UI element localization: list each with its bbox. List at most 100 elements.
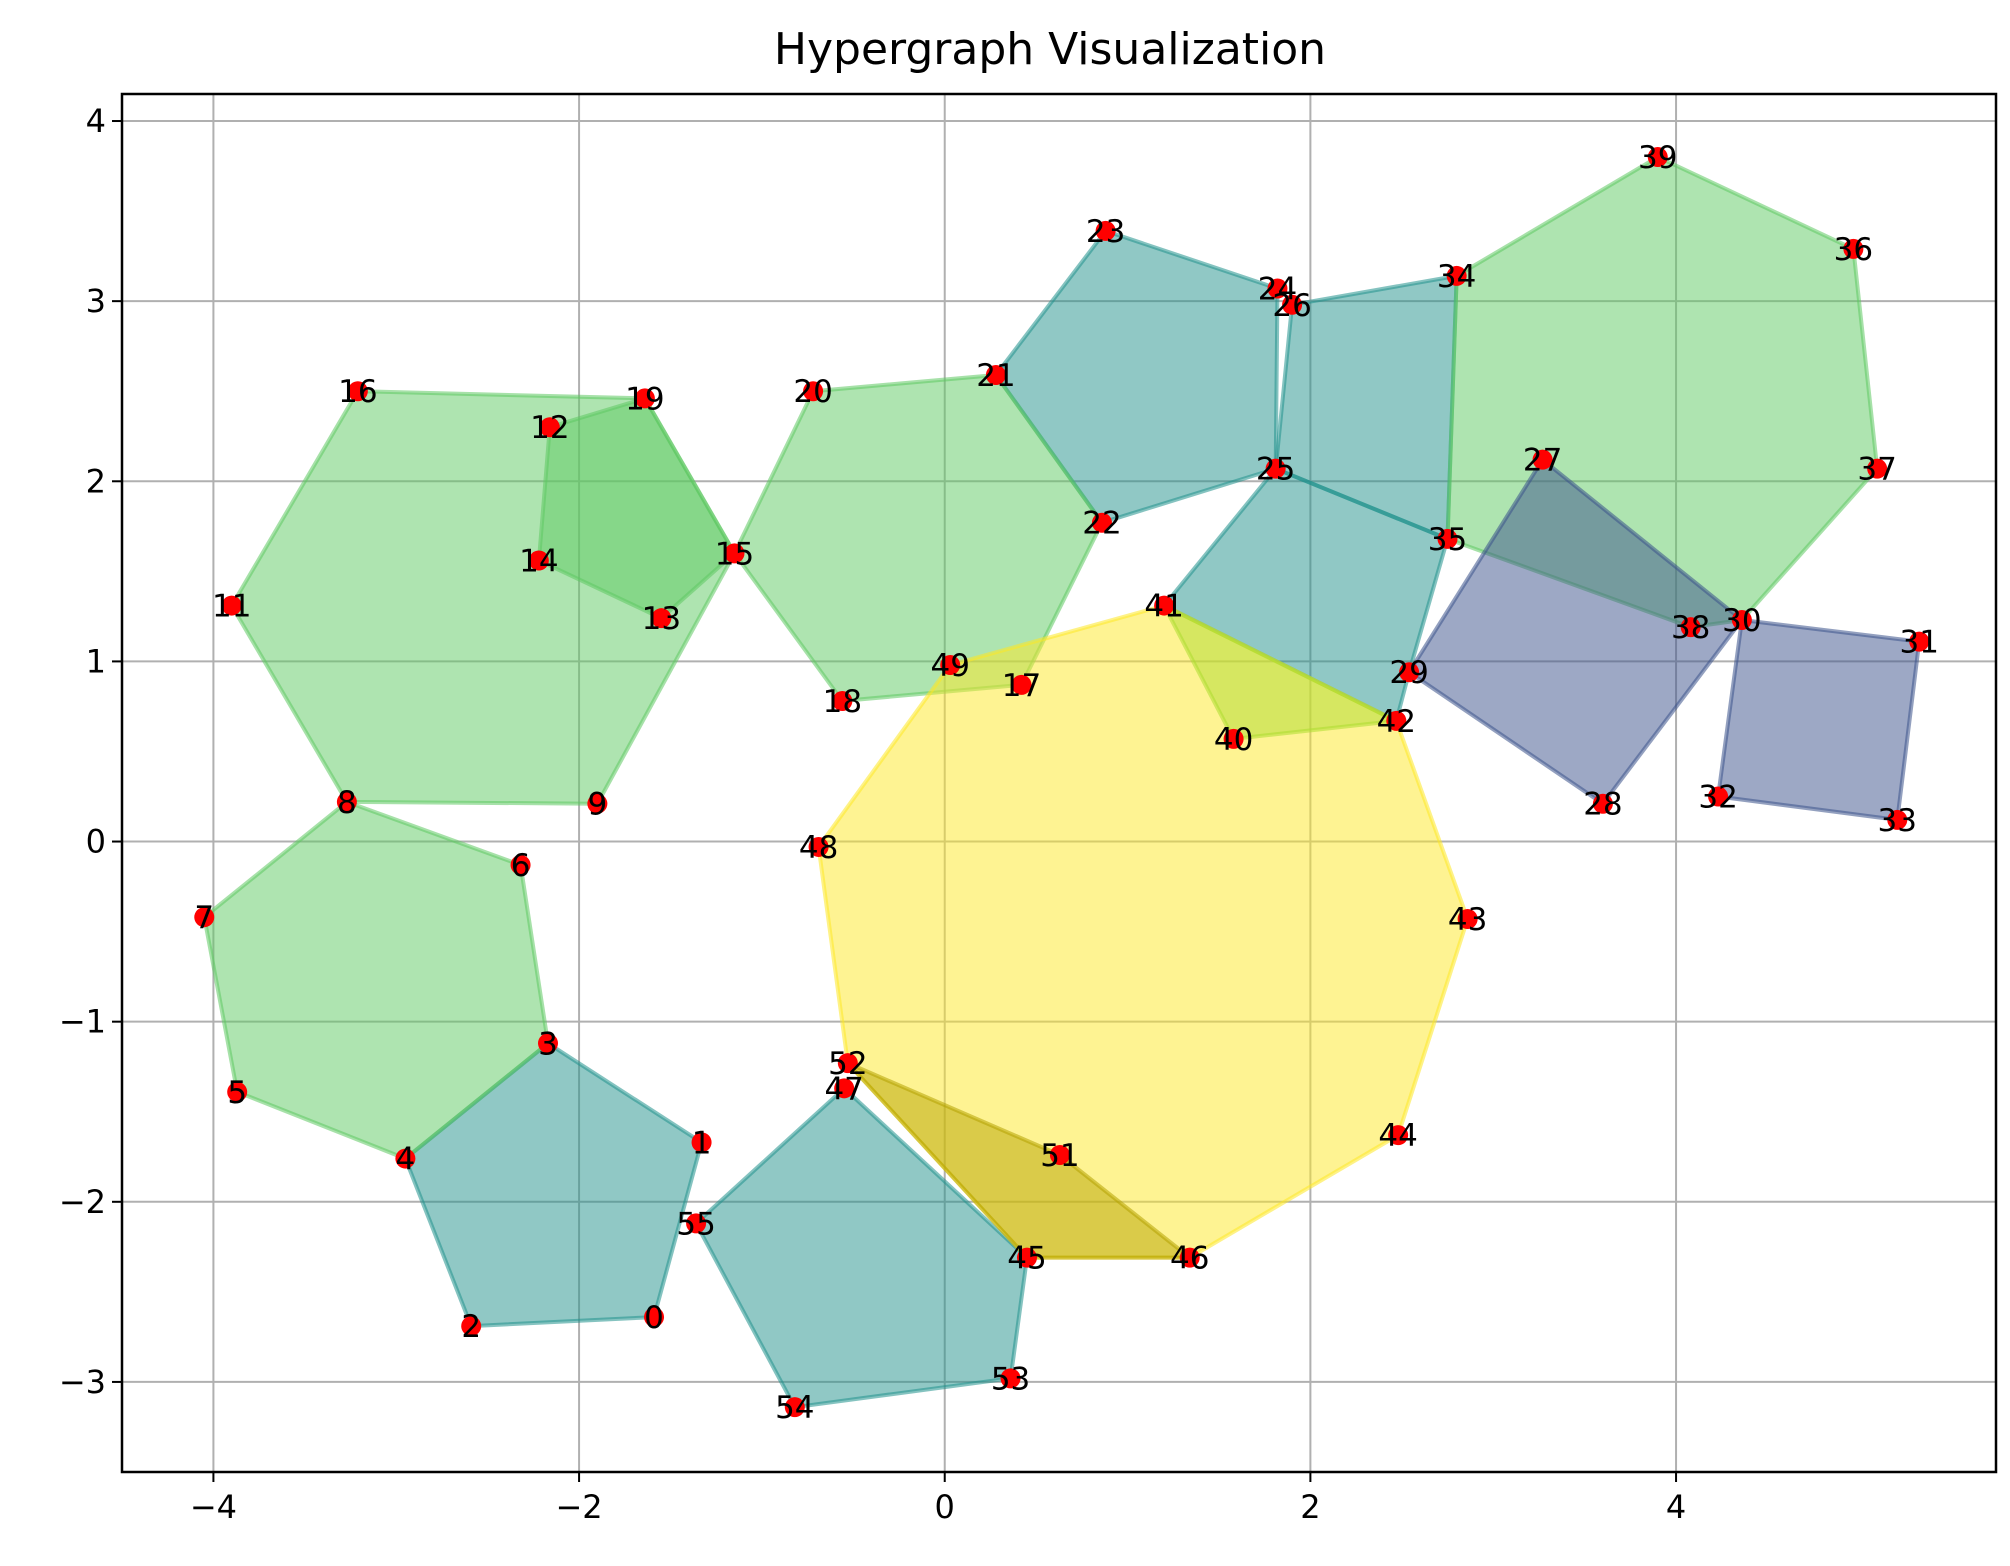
node-31: [1909, 631, 1930, 652]
node-35: [1437, 528, 1458, 549]
node-8: [336, 791, 357, 812]
node-49: [940, 655, 961, 676]
node-25: [1265, 458, 1286, 479]
node-label-28: 28: [1583, 787, 1622, 823]
node-41: [1154, 595, 1175, 616]
node-label-13: 13: [642, 601, 681, 637]
node-5: [227, 1081, 248, 1102]
node-24: [1267, 278, 1288, 299]
node-label-54: 54: [775, 1390, 814, 1426]
y-tick-label: 2: [86, 462, 106, 500]
node-label-14: 14: [519, 544, 558, 580]
node-33: [1887, 809, 1908, 830]
node-label-36: 36: [1834, 232, 1873, 268]
node-45: [1017, 1247, 1038, 1268]
node-label-21: 21: [976, 358, 1015, 394]
node-label-55: 55: [676, 1206, 715, 1242]
node-label-53: 53: [991, 1361, 1030, 1397]
node-label-47: 47: [824, 1071, 863, 1107]
node-21: [985, 365, 1006, 386]
node-16: [347, 381, 368, 402]
node-label-26: 26: [1272, 288, 1311, 324]
y-tick-label: 0: [86, 823, 106, 861]
node-26: [1282, 294, 1303, 315]
node-7: [194, 907, 215, 928]
node-label-11: 11: [212, 589, 251, 625]
node-label-12: 12: [530, 410, 569, 446]
node-4: [395, 1148, 416, 1169]
node-label-33: 33: [1878, 803, 1917, 839]
node-label-39: 39: [1638, 140, 1677, 176]
node-52: [837, 1053, 858, 1074]
node-label-52: 52: [828, 1046, 867, 1082]
y-axis-ticks: −3 −2 −1 0 1 2 3 4: [59, 102, 122, 1401]
node-1: [691, 1132, 712, 1153]
node-19: [634, 388, 655, 409]
y-tick-label: −1: [59, 1003, 106, 1041]
node-36: [1843, 238, 1864, 259]
node-label-0: 0: [644, 1300, 664, 1336]
node-label-49: 49: [930, 648, 969, 684]
node-11: [221, 595, 242, 616]
node-46: [1179, 1247, 1200, 1268]
node-48: [808, 836, 829, 857]
y-tick-label: −3: [59, 1363, 106, 1401]
y-tick-label: 1: [86, 642, 106, 680]
node-label-9: 9: [587, 787, 607, 823]
node-label-5: 5: [227, 1075, 247, 1111]
node-label-42: 42: [1377, 704, 1416, 740]
node-label-23: 23: [1086, 214, 1125, 250]
node-label-22: 22: [1082, 506, 1121, 542]
node-label-1: 1: [692, 1125, 712, 1161]
node-label-6: 6: [511, 848, 531, 884]
node-label-24: 24: [1258, 272, 1297, 308]
x-tick-label: 2: [1300, 1488, 1320, 1526]
node-28: [1592, 793, 1613, 814]
node-label-3: 3: [538, 1026, 558, 1062]
node-label-31: 31: [1899, 625, 1938, 661]
node-label-38: 38: [1671, 610, 1710, 646]
node-44: [1388, 1125, 1409, 1146]
hyperedge-1: [694, 1086, 1029, 1410]
plot-frame: [120, 92, 1998, 1474]
node-label-48: 48: [799, 830, 838, 866]
node-23: [1095, 220, 1116, 241]
x-tick-label: −2: [555, 1488, 602, 1526]
hyperedge-7: [536, 396, 737, 621]
node-3: [537, 1033, 558, 1054]
node-9: [587, 793, 608, 814]
x-tick-label: −4: [190, 1488, 237, 1526]
y-tick-label: 3: [86, 282, 106, 320]
node-53: [1000, 1368, 1021, 1389]
node-6: [510, 854, 531, 875]
node-22: [1091, 512, 1112, 533]
node-label-17: 17: [1002, 668, 1041, 704]
x-axis-ticks: −4 −2 0 2 4: [190, 1472, 1686, 1526]
node-label-20: 20: [793, 374, 832, 410]
node-42: [1386, 710, 1407, 731]
node-label-8: 8: [337, 785, 357, 821]
node-label-29: 29: [1389, 655, 1428, 691]
node-13: [651, 608, 672, 629]
node-0: [644, 1307, 665, 1328]
node-label-34: 34: [1437, 259, 1476, 295]
node-label-46: 46: [1170, 1241, 1209, 1277]
node-label-41: 41: [1144, 589, 1183, 625]
node-17: [1011, 674, 1032, 695]
node-29: [1399, 662, 1420, 683]
x-tick-label: 4: [1666, 1488, 1686, 1526]
node-label-25: 25: [1256, 452, 1295, 488]
hyperedges: [202, 155, 1922, 1410]
node-label-16: 16: [338, 374, 377, 410]
chart-title: Hypergraph Visualization: [774, 24, 1326, 75]
hyperedge-14: [1716, 618, 1922, 822]
node-label-18: 18: [823, 684, 862, 720]
node-43: [1457, 908, 1478, 929]
node-label-30: 30: [1722, 603, 1761, 639]
node-label-44: 44: [1378, 1118, 1417, 1154]
node-18: [832, 691, 853, 712]
node-label-4: 4: [396, 1142, 416, 1178]
node-38: [1680, 617, 1701, 638]
node-label-40: 40: [1214, 722, 1253, 758]
